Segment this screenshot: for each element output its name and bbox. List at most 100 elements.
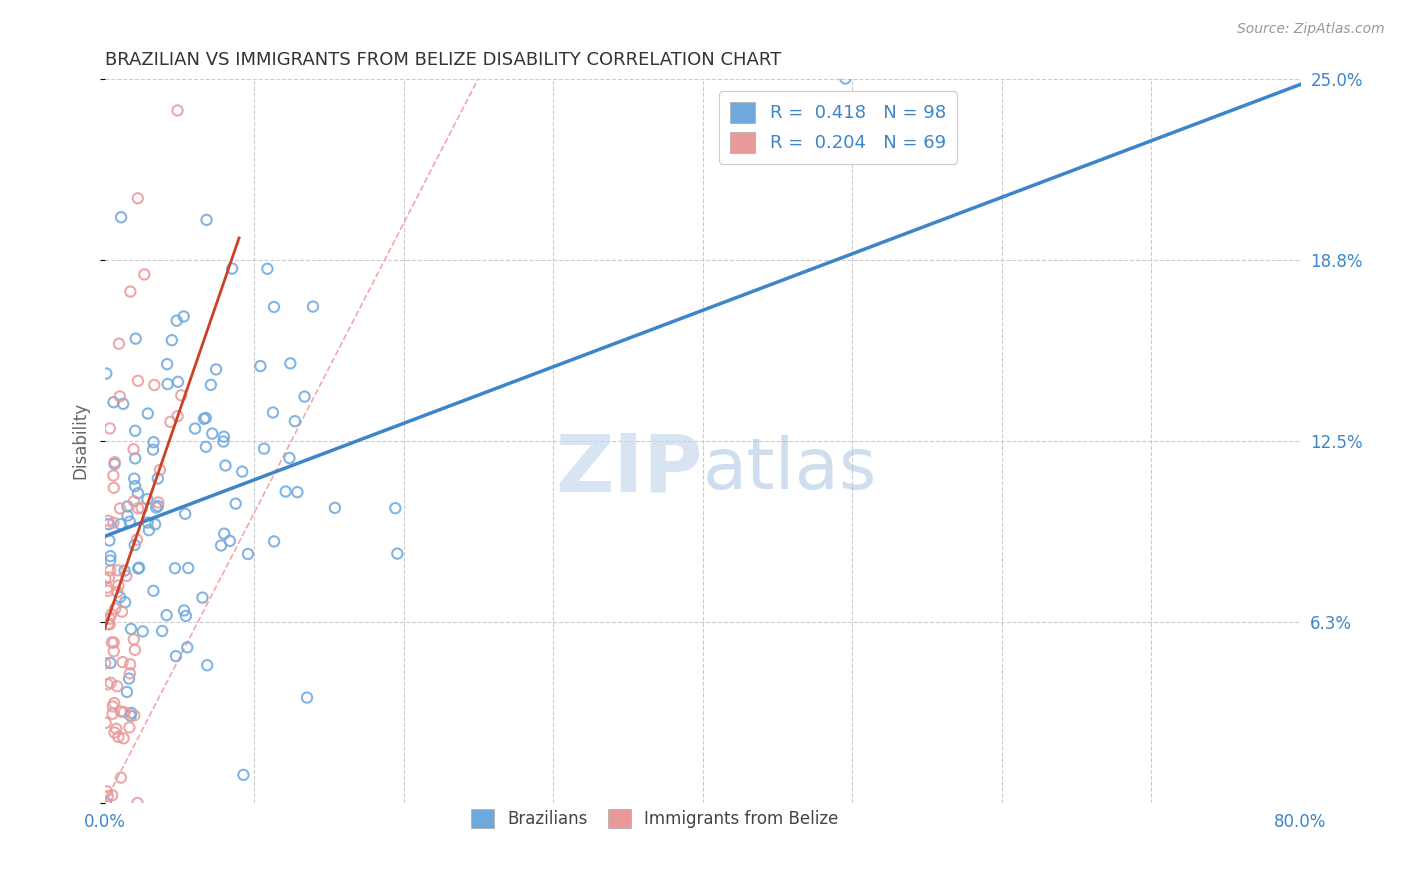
Point [249,359,271,373]
Point [120,708,142,723]
Point [115,685,138,699]
Point [100,549,122,564]
Point [143,517,166,532]
Point [236,547,259,561]
Point [112,705,135,719]
Y-axis label: Disability: Disability [72,402,89,479]
Point [94,796,117,810]
Point [225,497,247,511]
Point [142,442,165,457]
Point [166,103,188,118]
Point [118,666,141,681]
Point [173,603,195,617]
Point [97,789,120,804]
Point [124,538,146,552]
Point [834,71,856,86]
Point [191,591,214,605]
Point [177,561,200,575]
Point [105,585,128,599]
Point [174,507,197,521]
Point [284,414,307,428]
Point [124,642,146,657]
Point [122,442,145,457]
Point [101,706,124,721]
Text: Source: ZipAtlas.com: Source: ZipAtlas.com [1237,22,1385,37]
Point [263,300,285,314]
Point [253,442,276,456]
Point [108,336,131,351]
Point [124,424,146,438]
Point [111,655,134,669]
Point [97,617,120,632]
Point [110,211,132,225]
Point [122,632,145,647]
Point [105,722,128,736]
Legend: Brazilians, Immigrants from Belize: Brazilians, Immigrants from Belize [464,802,845,834]
Point [98,533,121,548]
Point [127,191,149,205]
Point [103,516,125,530]
Point [156,377,179,392]
Point [149,463,172,477]
Point [302,300,325,314]
Point [159,415,181,429]
Point [110,771,132,785]
Point [125,533,148,547]
Point [103,696,125,710]
Point [146,499,169,513]
Point [274,484,297,499]
Point [134,268,156,282]
Point [142,435,165,450]
Text: atlas: atlas [703,435,877,504]
Point [156,357,179,371]
Point [212,430,235,444]
Point [96,784,118,798]
Point [120,706,142,720]
Point [131,500,153,515]
Point [221,261,243,276]
Point [184,421,207,435]
Point [124,708,146,723]
Point [111,605,134,619]
Point [115,569,138,583]
Point [97,514,120,528]
Point [98,612,121,626]
Point [165,649,187,664]
Point [104,455,127,469]
Point [194,411,217,425]
Point [124,451,146,466]
Point [107,578,129,592]
Point [96,581,118,595]
Point [94,715,117,730]
Point [136,492,159,507]
Point [145,500,167,515]
Point [103,395,125,409]
Point [127,501,149,516]
Point [108,389,131,403]
Point [108,501,131,516]
Point [98,564,121,578]
Point [287,485,309,500]
Point [132,624,155,639]
Point [127,796,149,810]
Point [97,583,120,598]
Point [107,730,129,744]
Point [212,434,235,449]
Point [100,607,122,622]
Point [163,561,186,575]
Point [142,583,165,598]
Point [104,601,127,615]
Point [124,479,146,493]
Point [167,375,190,389]
Point [125,332,148,346]
Point [193,412,215,426]
Point [97,570,120,584]
Point [232,768,254,782]
Point [114,595,136,609]
Point [100,656,122,670]
Point [160,333,183,347]
Point [294,390,316,404]
Point [120,657,142,672]
Point [128,560,150,574]
Point [295,690,318,705]
